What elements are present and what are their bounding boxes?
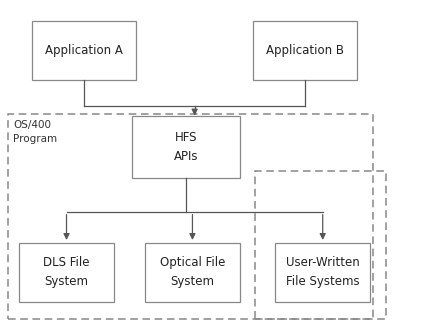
- Text: DLS File
System: DLS File System: [43, 256, 90, 288]
- Text: HFS
APIs: HFS APIs: [173, 131, 198, 163]
- Text: OS/400
Program: OS/400 Program: [13, 120, 57, 144]
- Text: Application A: Application A: [45, 44, 123, 57]
- Bar: [8, 114, 373, 319]
- Bar: [145, 243, 240, 301]
- Bar: [253, 21, 357, 80]
- Bar: [255, 171, 386, 319]
- Text: Application B: Application B: [266, 44, 344, 57]
- Bar: [32, 21, 136, 80]
- Bar: [132, 115, 240, 178]
- Bar: [19, 243, 114, 301]
- Bar: [275, 243, 371, 301]
- Text: Optical File
System: Optical File System: [160, 256, 225, 288]
- Text: User-Written
File Systems: User-Written File Systems: [286, 256, 360, 288]
